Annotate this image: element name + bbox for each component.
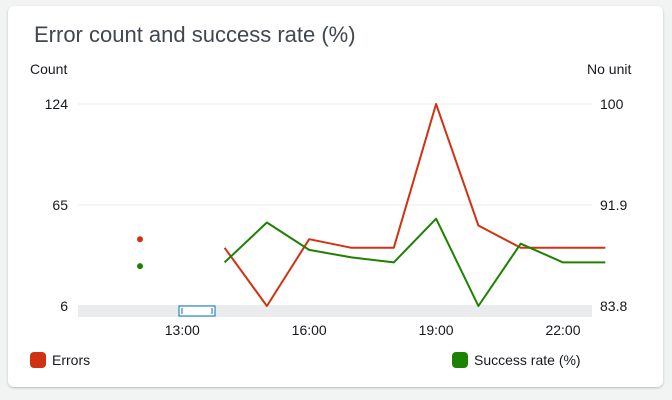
right-axis-unit: No unit bbox=[587, 61, 632, 77]
x-tick-label: 16:00 bbox=[292, 322, 327, 338]
legend-label-errors: Errors bbox=[52, 352, 91, 368]
legend-label-success-rate: Success rate (%) bbox=[474, 352, 581, 368]
legend-swatch-success-rate bbox=[452, 352, 468, 368]
left-tick-label: 65 bbox=[52, 197, 68, 213]
left-tick-label: 6 bbox=[60, 298, 68, 314]
legend-errors[interactable]: Errors bbox=[30, 351, 90, 369]
x-tick-label: 19:00 bbox=[419, 322, 454, 338]
series-point-success-rate bbox=[137, 263, 143, 270]
widget-title: Error count and success rate (%) bbox=[34, 22, 356, 47]
legend-success-rate[interactable]: Success rate (%) bbox=[452, 351, 581, 369]
x-tick-label: 13:00 bbox=[165, 322, 200, 338]
right-tick-label: 83.8 bbox=[600, 298, 627, 314]
series-point-errors bbox=[137, 236, 143, 243]
right-tick-label: 100 bbox=[600, 96, 624, 112]
metric-widget: Error count and success rate (%) bbox=[8, 6, 663, 387]
x-tick-label: 22:00 bbox=[545, 322, 580, 338]
left-axis-unit: Count bbox=[30, 61, 68, 77]
timeline-handle bbox=[178, 305, 216, 317]
left-tick-label: 124 bbox=[45, 96, 69, 112]
series-line-errors bbox=[223, 103, 606, 307]
right-tick-label: 91.9 bbox=[600, 197, 627, 213]
legend-swatch-errors bbox=[30, 352, 46, 368]
timeline-strip bbox=[78, 305, 592, 317]
series-line-success-rate bbox=[223, 217, 606, 307]
